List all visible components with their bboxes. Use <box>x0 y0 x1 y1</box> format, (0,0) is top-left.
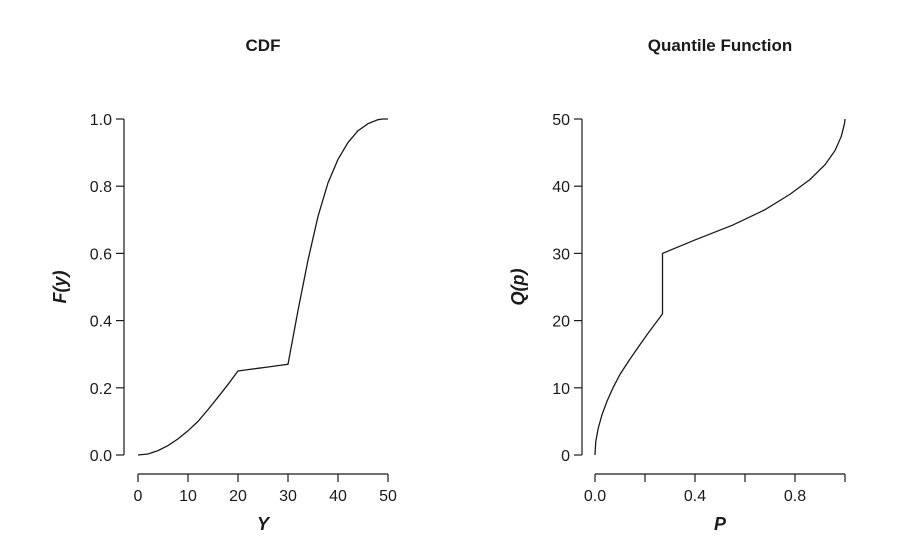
cdf-x-tick-label: 0 <box>134 488 143 505</box>
cdf-y-tick-label: 0.4 <box>90 314 112 331</box>
cdf-y-tick-label: 0.2 <box>90 381 112 398</box>
cdf-y-tick-label: 0.8 <box>90 179 112 196</box>
quantile-y-tick-label: 0 <box>561 448 570 465</box>
quantile-x-tick-label: 0.8 <box>784 488 806 505</box>
quantile-x-axis-label: P <box>714 514 727 534</box>
quantile-y-axis-label: Q(p) <box>508 269 528 306</box>
cdf-series-line <box>137 118 388 456</box>
cdf-x-tick-label: 40 <box>329 488 347 505</box>
quantile-axes: 0.0 0.4 0.8 0 10 20 30 40 50 <box>552 112 846 505</box>
cdf-y-tick-label: 1.0 <box>90 112 112 129</box>
quantile-series <box>594 118 846 456</box>
quantile-title: Quantile Function <box>648 36 793 55</box>
quantile-panel: Quantile Function P Q(p) 0.0 0.4 0.8 0 10 20 3… <box>508 36 846 534</box>
quantile-y-tick-label: 40 <box>552 179 570 196</box>
cdf-y-tick-label: 0.6 <box>90 246 112 263</box>
cdf-y-tick-label: 0.0 <box>90 448 112 465</box>
quantile-series-line <box>594 118 846 456</box>
cdf-title: CDF <box>246 36 281 55</box>
quantile-y-tick-label: 10 <box>552 381 570 398</box>
quantile-x-tick-label: 0.4 <box>684 488 706 505</box>
cdf-y-axis-label: F(y) <box>50 271 70 304</box>
cdf-x-axis-label: Y <box>257 514 271 534</box>
cdf-x-tick-label: 50 <box>379 488 397 505</box>
cdf-series <box>137 118 388 456</box>
quantile-x-tick-label: 0.0 <box>584 488 606 505</box>
cdf-x-tick-label: 10 <box>179 488 197 505</box>
quantile-y-tick-label: 50 <box>552 112 570 129</box>
cdf-x-tick-label: 30 <box>279 488 297 505</box>
quantile-y-tick-label: 20 <box>552 314 570 331</box>
cdf-axes: 0 10 20 30 40 50 0.0 0.2 0.4 0.6 0.8 1.0 <box>90 112 397 505</box>
cdf-x-tick-label: 20 <box>229 488 247 505</box>
cdf-panel: CDF Y F(y) 0 10 20 30 40 50 0.0 0.2 0.4 0.6 0.8 1.0 <box>50 36 397 534</box>
quantile-y-tick-label: 30 <box>552 246 570 263</box>
